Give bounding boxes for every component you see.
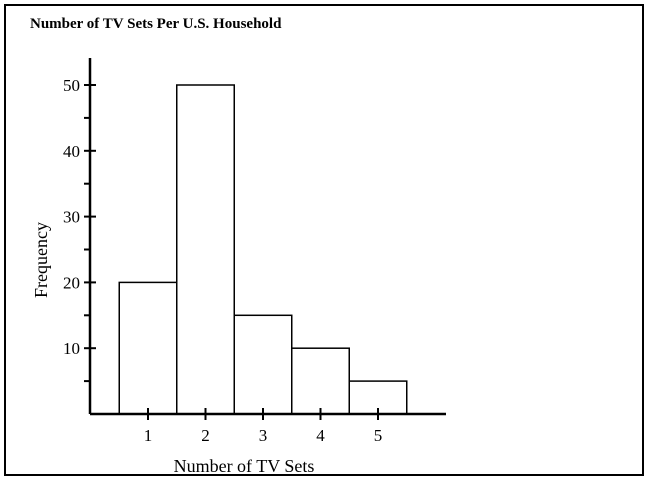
y-tick-label-40: 40: [63, 142, 80, 161]
bars-group: [118, 84, 408, 415]
chart-title: Number of TV Sets Per U.S. Household: [30, 16, 282, 32]
x-tick-label-2: 2: [201, 426, 210, 445]
x-tick-label-4: 4: [316, 426, 325, 445]
bar-2: [176, 84, 235, 415]
y-axis-label: Frequency: [31, 222, 51, 298]
ticks-group: 10 20 30 40 50 1 2 3 4 5: [63, 76, 382, 445]
y-tick-label-30: 30: [63, 208, 80, 227]
y-tick-label-20: 20: [63, 273, 80, 292]
x-tick-label-3: 3: [259, 426, 268, 445]
x-tick-label-5: 5: [374, 426, 383, 445]
bar-4: [291, 347, 350, 415]
y-tick-label-10: 10: [63, 339, 80, 358]
bar-3: [233, 314, 293, 415]
x-tick-label-1: 1: [144, 426, 153, 445]
x-axis-label: Number of TV Sets: [174, 456, 315, 476]
bar-1: [118, 281, 178, 415]
y-tick-label-50: 50: [63, 76, 80, 95]
